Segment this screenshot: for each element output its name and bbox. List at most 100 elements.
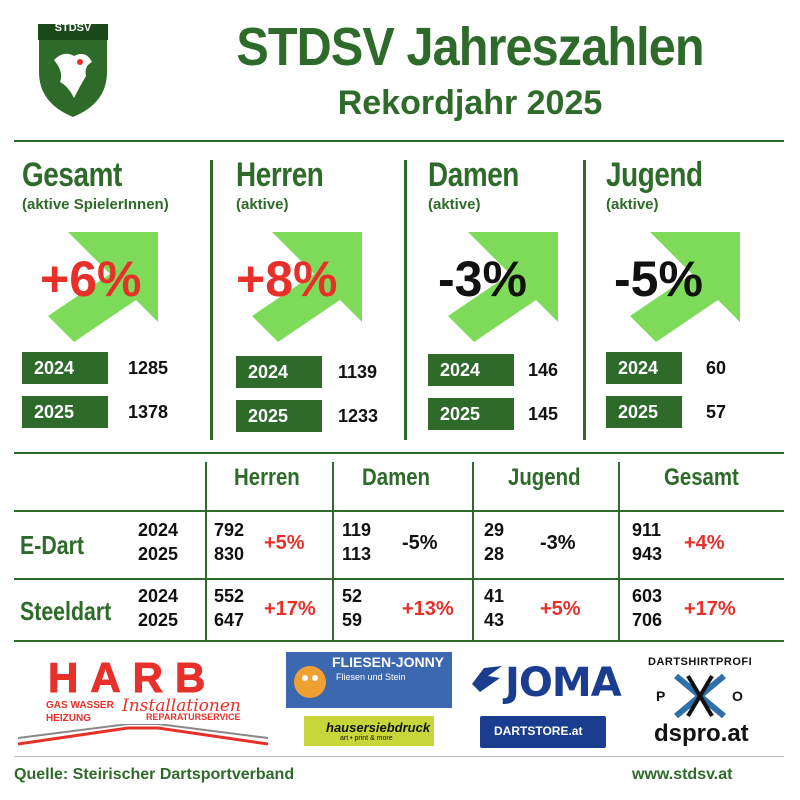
hausersiebdruck-title: hausersiebdruck <box>326 720 431 735</box>
logo-text: STDSV <box>54 22 92 34</box>
dspro-p: P <box>656 688 666 704</box>
website-link[interactable]: www.stdsv.at <box>632 766 733 783</box>
page-title: STDSV Jahreszahlen <box>236 17 704 77</box>
year-box-2024: 2024 <box>236 356 322 388</box>
panel-change: -3% <box>438 251 527 307</box>
table-cell-2025: 706 <box>632 610 663 630</box>
value-2024: 1139 <box>338 362 378 382</box>
table-cell-2025: 59 <box>342 610 363 630</box>
panel-change: +6% <box>40 251 142 307</box>
table-row-divider <box>14 510 784 512</box>
table-col-divider <box>472 462 474 640</box>
source-text: Quelle: Steirischer Dartsportverband <box>14 766 295 783</box>
table-cell-change: +5% <box>540 598 581 620</box>
panel-divider <box>210 160 213 440</box>
harb-roof-lines <box>18 724 268 746</box>
table-cell-2024: 603 <box>632 586 663 606</box>
table-col-divider <box>205 462 207 640</box>
table-cell-2024: 119 <box>342 520 372 540</box>
dspro-top-text: DARTSHIRTPROFI <box>648 656 753 668</box>
panel-title: Herren <box>236 156 324 194</box>
table-header: Herren <box>234 464 300 491</box>
panel-subtitle: (aktive) <box>606 196 659 213</box>
trend-arrow-down-icon <box>630 232 740 342</box>
page-subtitle: Rekordjahr 2025 <box>337 84 603 122</box>
table-cell-change: -5% <box>402 532 438 554</box>
table-cell-change: -3% <box>540 532 576 554</box>
year-box-2025: 2025 <box>606 396 682 428</box>
table-cell-2025: 647 <box>214 610 245 630</box>
year-box-2024: 2024 <box>428 354 514 386</box>
dartstore-logo <box>480 716 606 748</box>
table-cell-2025: 113 <box>342 544 372 564</box>
table-cell-2025: 43 <box>484 610 505 630</box>
stdsv-logo <box>37 23 109 120</box>
hausersiebdruck-logo <box>304 716 434 746</box>
harb-line2: HEIZUNG <box>46 713 91 724</box>
panel-divider <box>583 160 586 440</box>
trend-arrow-up-icon <box>252 232 362 342</box>
harb-installationen: Installationen <box>122 696 241 716</box>
panel-title: Gesamt <box>22 156 122 194</box>
dspro-x-icon <box>674 674 726 718</box>
trend-arrow-up-icon <box>48 232 158 342</box>
header-divider <box>14 140 784 142</box>
table-row-label: E-Dart <box>20 530 84 560</box>
section-divider <box>14 452 784 454</box>
value-2024: 60 <box>706 358 727 378</box>
panel-divider <box>404 160 407 440</box>
footer-divider <box>14 756 784 757</box>
table-cell-2024: 52 <box>342 586 363 606</box>
table-header: Jugend <box>508 464 581 491</box>
year-box-2024: 2024 <box>606 352 682 384</box>
table-year-2024: 2024 <box>138 586 179 606</box>
fliesen-jonny-title: FLIESEN-JONNY <box>332 654 445 670</box>
table-col-divider <box>618 462 620 640</box>
panel-title: Damen <box>428 156 519 194</box>
joma-swoosh-icon <box>472 666 502 692</box>
year-box-2024: 2024 <box>22 352 108 384</box>
value-2025: 1233 <box>338 406 379 426</box>
table-year-2025: 2025 <box>138 610 179 630</box>
table-cell-2024: 911 <box>632 520 662 540</box>
dspro-url: dspro.at <box>654 720 749 747</box>
table-cell-2024: 552 <box>214 586 245 606</box>
table-year-2025: 2025 <box>138 544 179 564</box>
year-box-2025: 2025 <box>22 396 108 428</box>
value-2024: 146 <box>528 360 559 380</box>
value-2024: 1285 <box>128 358 169 378</box>
table-row-divider <box>14 578 784 580</box>
table-col-divider <box>332 462 334 640</box>
harb-repair: REPARATURSERVICE <box>146 712 241 722</box>
value-2025: 57 <box>706 402 727 422</box>
table-cell-change: +17% <box>684 598 736 620</box>
panel-change: +8% <box>236 251 338 307</box>
value-2025: 1378 <box>128 402 169 422</box>
panel-title: Jugend <box>606 156 703 194</box>
table-year-2024: 2024 <box>138 520 179 540</box>
value-2025: 145 <box>528 404 559 424</box>
panel-subtitle: (aktive) <box>236 196 289 213</box>
fliesen-jonny-mascot-icon <box>294 666 326 698</box>
fliesen-jonny-sub: Fliesen und Stein <box>336 672 406 682</box>
table-cell-2025: 28 <box>484 544 505 564</box>
table-cell-2024: 29 <box>484 520 505 540</box>
joma-logo: JOMA <box>505 660 622 706</box>
panel-subtitle: (aktive) <box>428 196 481 213</box>
table-cell-2025: 943 <box>632 544 663 564</box>
year-box-2025: 2025 <box>428 398 514 430</box>
year-box-2025: 2025 <box>236 400 322 432</box>
table-row-divider <box>14 640 784 642</box>
table-cell-change: +5% <box>264 532 305 554</box>
table-cell-change: +13% <box>402 598 454 620</box>
table-header: Damen <box>362 464 431 491</box>
harb-line1: GAS WASSER <box>46 700 114 711</box>
dartstore-title: DARTSTORE.at <box>494 724 583 738</box>
table-header: Gesamt <box>664 464 739 491</box>
table-cell-2025: 830 <box>214 544 245 564</box>
panel-change: -5% <box>614 251 703 307</box>
hausersiebdruck-sub: art • print & more <box>340 735 393 742</box>
dspro-o: O <box>732 688 743 704</box>
table-cell-2024: 41 <box>484 586 505 606</box>
trend-arrow-down-icon <box>448 232 558 342</box>
